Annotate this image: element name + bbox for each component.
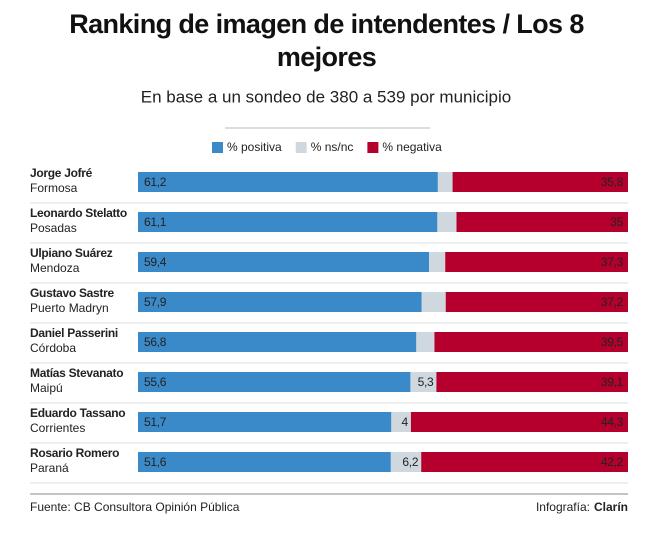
credit-label: Infografía: xyxy=(536,500,590,514)
value-label: 61,1 xyxy=(144,215,167,229)
bar-segment xyxy=(138,372,411,392)
bar-segment xyxy=(416,332,435,352)
bar-segment xyxy=(429,252,446,272)
value-label: 59,4 xyxy=(144,255,167,269)
value-label: 37,3 xyxy=(601,255,624,269)
category-sublabel: Formosa xyxy=(30,181,78,195)
category-label: Gustavo Sastre xyxy=(30,286,114,300)
value-label: 57,9 xyxy=(144,295,167,309)
value-label: 5,3 xyxy=(418,375,434,389)
credit-brand: Clarín xyxy=(594,500,628,514)
bar-segment xyxy=(138,252,430,272)
bar-segment xyxy=(138,212,438,232)
bar-segment xyxy=(138,172,438,192)
value-label: 35,8 xyxy=(601,175,624,189)
legend-label: % positiva xyxy=(227,140,282,154)
value-label: 35 xyxy=(610,215,623,229)
bar-segment xyxy=(445,292,628,312)
bar-segment xyxy=(434,332,628,352)
value-label: 51,7 xyxy=(144,415,167,429)
value-label: 39,1 xyxy=(601,375,624,389)
bar-segment xyxy=(445,252,628,272)
value-label: 37,2 xyxy=(601,295,624,309)
category-sublabel: Puerto Madryn xyxy=(30,301,109,315)
bar-segment xyxy=(138,452,391,472)
bar-segment xyxy=(390,452,422,472)
bar-segment xyxy=(456,212,628,232)
chart-title: Ranking de imagen de intendentes / Los 8… xyxy=(69,9,584,72)
category-sublabel: Córdoba xyxy=(30,341,76,355)
value-label: 6,2 xyxy=(402,455,418,469)
bar-segment xyxy=(138,412,392,432)
legend-swatch xyxy=(295,142,307,153)
category-sublabel: Posadas xyxy=(30,221,77,235)
bar-segment xyxy=(436,372,628,392)
chart-subtitle: En base a un sondeo de 380 a 539 por mun… xyxy=(141,87,512,106)
value-label: 44,3 xyxy=(601,415,624,429)
value-label: 55,6 xyxy=(144,375,167,389)
bar-segment xyxy=(410,372,437,392)
legend-label: % negativa xyxy=(382,140,442,154)
category-label: Matías Stevanato xyxy=(30,366,123,380)
category-label: Rosario Romero xyxy=(30,446,119,460)
value-label: 56,8 xyxy=(144,335,167,349)
bar-segment xyxy=(138,332,417,352)
value-label: 51,6 xyxy=(144,455,167,469)
bar-segment xyxy=(138,292,422,312)
category-sublabel: Paraná xyxy=(30,461,69,475)
category-sublabel: Maipú xyxy=(30,381,63,395)
legend-swatch xyxy=(212,142,223,153)
category-label: Ulpiano Suárez xyxy=(30,246,113,260)
bar-segment xyxy=(391,412,411,432)
category-sublabel: Mendoza xyxy=(30,261,80,275)
bar-segment xyxy=(410,412,628,432)
source: Fuente: CB Consultora Opinión Pública xyxy=(30,500,240,514)
value-label: 4 xyxy=(402,415,409,429)
category-label: Leonardo Stelatto xyxy=(30,206,127,220)
category-label: Eduardo Tassano xyxy=(30,406,125,420)
bar-segment xyxy=(452,172,628,192)
legend-label: % ns/nc xyxy=(311,140,354,154)
value-label: 42,2 xyxy=(601,455,624,469)
bar-segment xyxy=(437,212,457,232)
value-label: 61,2 xyxy=(144,175,167,189)
category-label: Jorge Jofré xyxy=(30,166,93,180)
legend-swatch xyxy=(367,142,379,153)
category-sublabel: Corrientes xyxy=(30,421,85,435)
bar-segment xyxy=(421,452,628,472)
value-label: 39,5 xyxy=(601,335,624,349)
credit: Infografía: Clarín xyxy=(536,500,628,514)
bar-segment xyxy=(421,292,446,312)
bar-segment xyxy=(437,172,453,192)
category-label: Daniel Passerini xyxy=(30,326,118,340)
